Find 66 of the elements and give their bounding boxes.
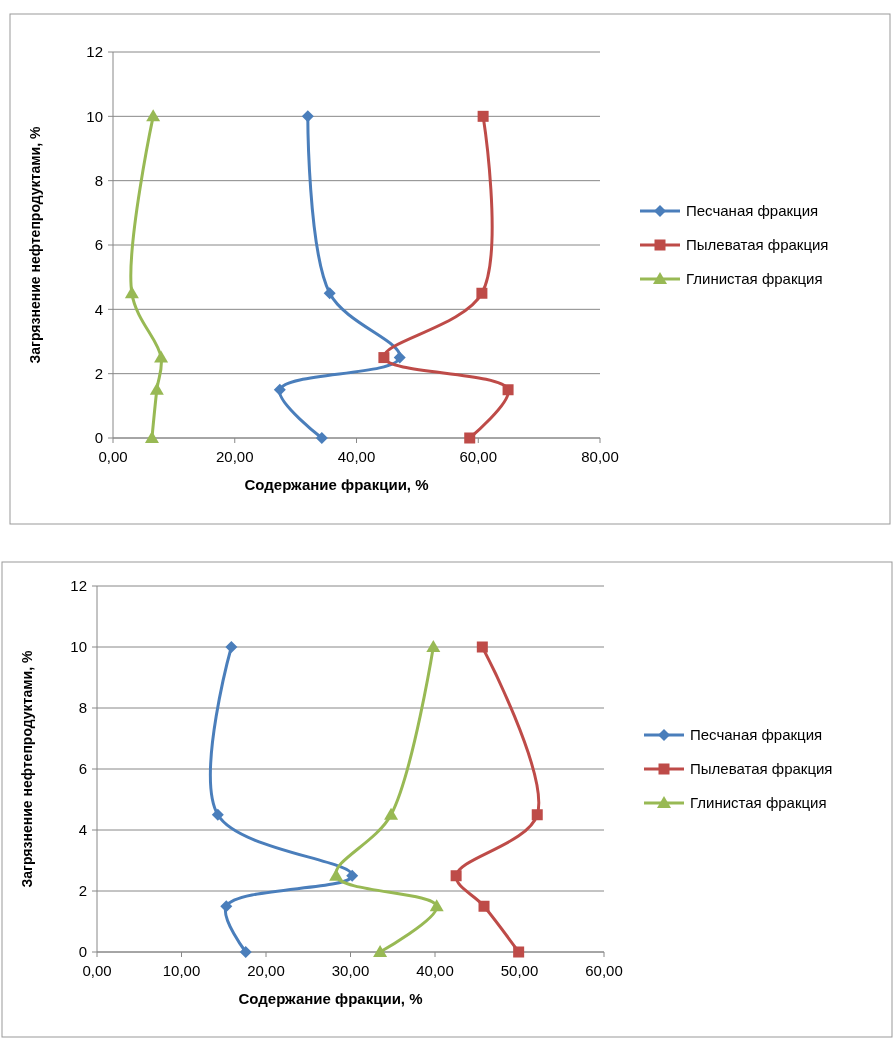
x-tick-label: 60,00	[459, 448, 498, 465]
point	[476, 641, 488, 653]
point	[476, 287, 488, 299]
y-tick-label: 0	[94, 429, 103, 447]
point	[426, 640, 441, 652]
point	[513, 946, 525, 958]
point	[239, 946, 252, 958]
y-tick-label: 2	[94, 364, 103, 382]
y-tick-label: 6	[94, 236, 103, 254]
x-tick-label: 60,00	[585, 962, 623, 979]
x-tick-label: 10,00	[162, 962, 201, 979]
x-tick-label: 0,00	[98, 448, 128, 465]
x-tick-label: 30,00	[331, 962, 370, 979]
y-tick-label: 8	[94, 171, 103, 189]
y-tick-label: 2	[78, 882, 87, 900]
point	[211, 808, 224, 821]
point	[384, 807, 399, 820]
y-axis-title: Загрязнение нефтепродуктами, %	[27, 126, 43, 364]
y-tick-label: 4	[78, 821, 87, 839]
point	[450, 870, 462, 882]
legend-label: Глинистая фракция	[686, 270, 823, 288]
point	[154, 350, 169, 363]
x-tick-label: 40,00	[337, 448, 376, 465]
point	[478, 900, 490, 912]
point	[502, 384, 514, 396]
legend-label: Глинистая фракция	[690, 794, 827, 812]
point	[225, 641, 238, 653]
point	[378, 352, 390, 364]
x-tick-label: 80,00	[581, 448, 619, 465]
y-tick-label: 10	[86, 107, 103, 125]
legend-label: Пылеватая фракция	[686, 236, 829, 254]
y-tick-label: 12	[70, 577, 87, 595]
y-axis-title: Загрязнение нефтепродуктами, %	[19, 650, 35, 888]
point	[464, 432, 476, 444]
point	[531, 809, 543, 821]
x-axis-title: Содержание фракции, %	[244, 476, 429, 493]
point	[477, 110, 489, 122]
point	[373, 945, 388, 957]
y-tick-label: 12	[86, 43, 103, 61]
point	[323, 287, 336, 300]
x-tick-label: 20,00	[247, 962, 285, 979]
y-tick-label: 6	[78, 760, 87, 778]
point	[124, 286, 139, 299]
point	[273, 383, 286, 396]
y-tick-label: 8	[78, 699, 87, 717]
legend-label: Пылеватая фракция	[690, 760, 833, 778]
x-tick-label: 50,00	[500, 962, 539, 979]
point	[346, 869, 359, 882]
point	[315, 432, 328, 444]
y-tick-label: 10	[70, 638, 87, 656]
point	[429, 899, 444, 912]
point	[144, 431, 159, 443]
point	[146, 109, 161, 122]
point	[301, 110, 314, 123]
point	[329, 868, 344, 881]
point	[220, 900, 233, 913]
x-tick-label: 40,00	[416, 962, 454, 979]
x-axis-title: Содержание фракции, %	[238, 990, 423, 1007]
x-tick-label: 0,00	[82, 962, 112, 979]
legend-label: Песчаная фракция	[686, 202, 819, 220]
y-tick-label: 0	[78, 943, 87, 961]
y-tick-label: 4	[94, 300, 103, 318]
legend-label: Песчаная фракция	[690, 726, 823, 744]
point	[393, 351, 406, 364]
x-tick-label: 20,00	[215, 448, 254, 465]
point	[149, 382, 164, 395]
